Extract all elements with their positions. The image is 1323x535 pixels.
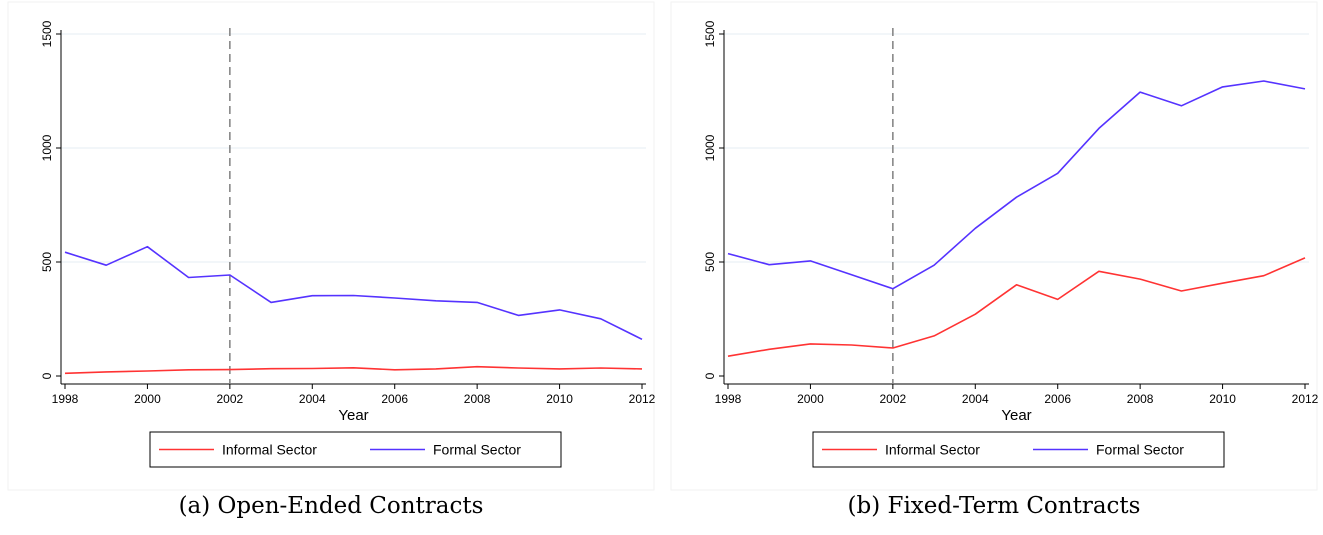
x-tick-label: 2002 — [880, 392, 907, 406]
x-tick-label: 2004 — [299, 392, 326, 406]
x-tick-label: 2008 — [464, 392, 491, 406]
x-tick-label: 1998 — [715, 392, 742, 406]
y-tick-label: 1500 — [703, 20, 717, 47]
y-tick-label: 500 — [703, 252, 717, 272]
chart-a: 0 500 1000 1500 1998 2000 2002 2004 2006 2008 2010… — [7, 1, 656, 491]
y-tick-label: 1000 — [40, 134, 54, 161]
x-tick-label: 1998 — [52, 392, 79, 406]
series-line-formal-sector — [64, 245, 643, 341]
legend-box — [812, 431, 1225, 468]
legend-box — [149, 431, 562, 468]
y-tick-label: 500 — [40, 252, 54, 272]
caption-a: (a) Open-Ended Contracts — [178, 493, 484, 519]
y-tick-label: 1000 — [703, 134, 717, 161]
x-tick-label: 2006 — [1044, 392, 1071, 406]
legend-label: Formal Sector — [1096, 442, 1184, 458]
x-tick-label: 2010 — [546, 392, 573, 406]
y-tick-label: 0 — [40, 372, 54, 379]
x-tick-label: 2010 — [1209, 392, 1236, 406]
chart-background — [7, 1, 655, 491]
y-tick-label: 1500 — [40, 20, 54, 47]
chart-background — [670, 1, 1318, 491]
legend-label: Formal Sector — [433, 442, 521, 458]
x-tick-label: 2008 — [1127, 392, 1154, 406]
legend-label: Informal Sector — [222, 442, 317, 458]
x-tick-label: 2004 — [962, 392, 989, 406]
x-tick-label: 2002 — [217, 392, 244, 406]
series-line-formal-sector — [727, 80, 1306, 290]
chart-panel-b: 0 500 1000 1500 1998 2000 2002 2004 2006 2008 2010… — [669, 0, 1319, 535]
y-tick-label: 0 — [703, 372, 717, 379]
x-tick-label: 2000 — [134, 392, 161, 406]
x-tick-label: 2012 — [629, 392, 656, 406]
x-tick-label: 2000 — [797, 392, 824, 406]
legend-label: Informal Sector — [885, 442, 980, 458]
x-axis-title: Year — [1001, 407, 1031, 424]
x-tick-label: 2012 — [1292, 392, 1319, 406]
caption-b: (b) Fixed-Term Contracts — [847, 493, 1141, 519]
chart-b: 0 500 1000 1500 1998 2000 2002 2004 2006 2008 2010… — [670, 1, 1319, 491]
x-tick-label: 2006 — [381, 392, 408, 406]
chart-panel-a: 0 500 1000 1500 1998 2000 2002 2004 2006 2008 2010… — [6, 0, 656, 535]
x-axis-title: Year — [338, 407, 368, 424]
